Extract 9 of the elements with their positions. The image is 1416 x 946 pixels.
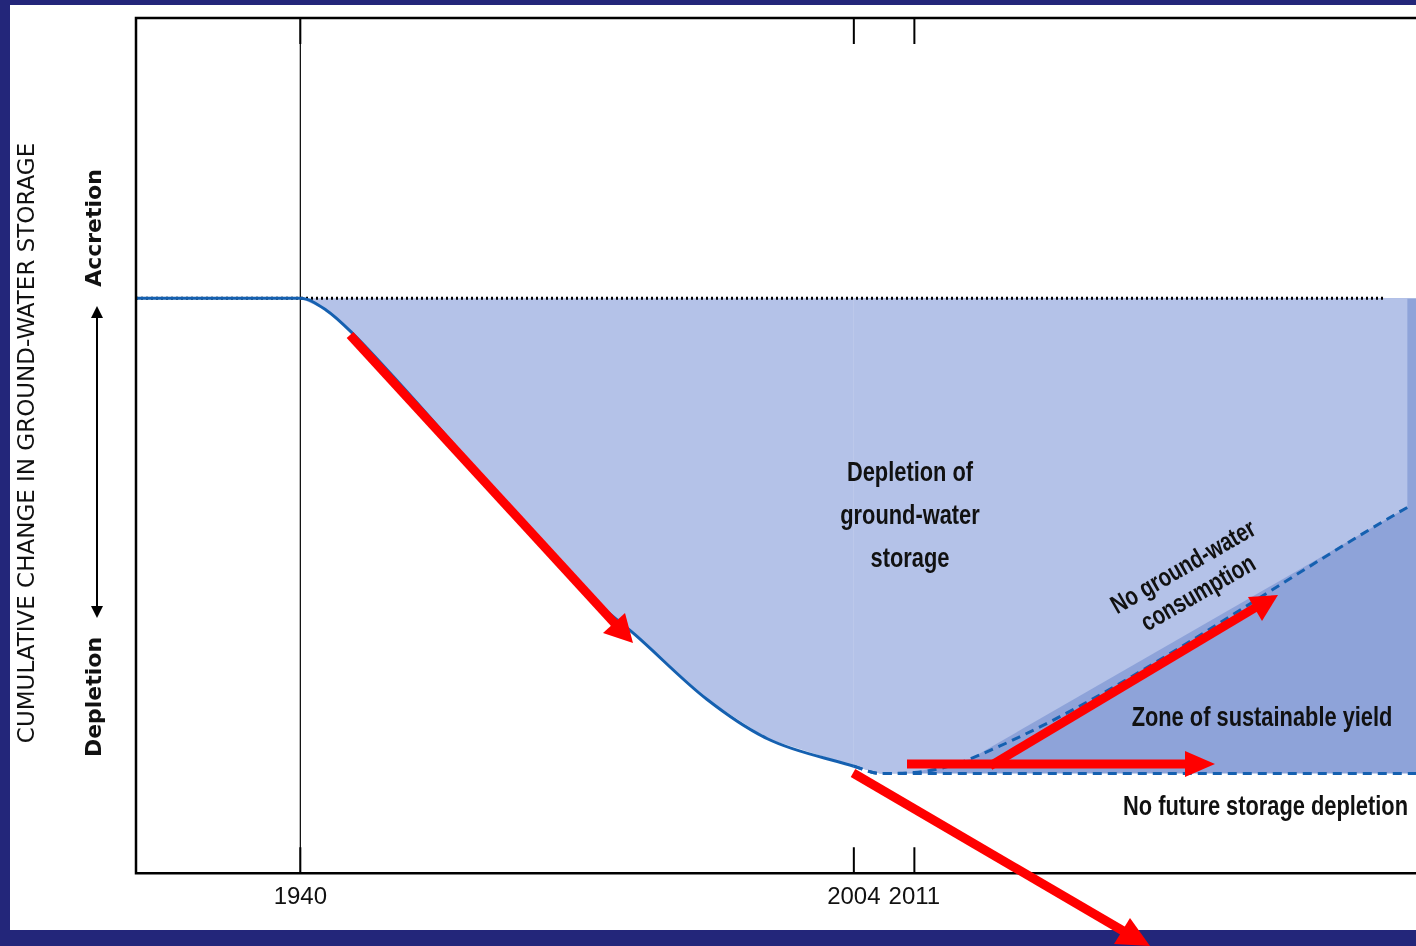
x-tick-label: 1940: [273, 882, 328, 910]
annotation: Depletion of ground-water storage: [840, 455, 980, 573]
annotation: Zone of sustainable yield: [1131, 700, 1393, 732]
y-axis-title: CUMULATIVE CHANGE IN GROUND-WATER STORAGE: [12, 142, 39, 744]
x-tick-label: 2004: [827, 882, 881, 910]
series-label: No future storage depletion: [1123, 789, 1408, 821]
x-tick-label: 2011: [888, 882, 941, 910]
text: Accretion: [80, 169, 106, 287]
text: Depletion: [80, 636, 106, 758]
